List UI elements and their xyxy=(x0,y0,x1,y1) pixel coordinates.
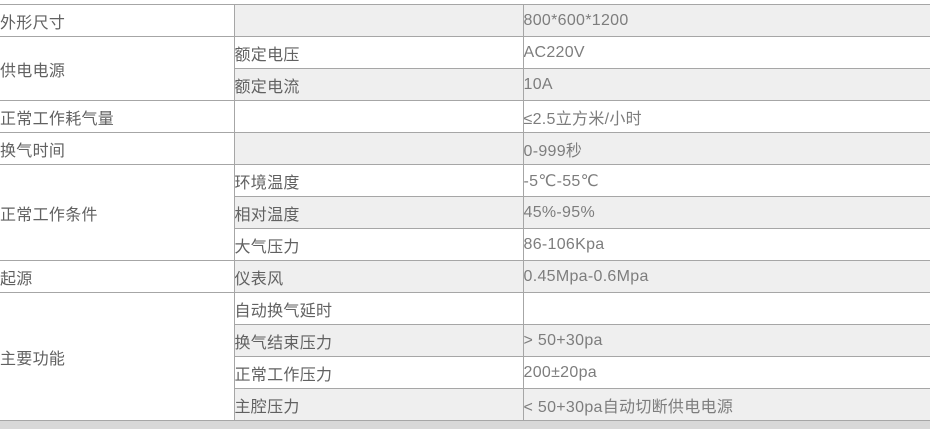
table-row: 额定电流 10A xyxy=(0,68,930,101)
table-row: 起源 仪表风 0.45Mpa-0.6Mpa xyxy=(0,260,930,293)
category-cell: 起源 xyxy=(0,260,234,293)
sub-label-cell: 换气结束压力 xyxy=(233,324,523,357)
sub-label-cell xyxy=(233,100,523,133)
sub-label-cell: 大气压力 xyxy=(233,228,523,261)
sub-label-cell: 环境温度 xyxy=(233,164,523,197)
sub-label-cell: 自动换气延时 xyxy=(233,292,523,325)
category-cell: 供电电源 xyxy=(0,36,234,101)
value-cell: < 50+30pa自动切断供电电源 xyxy=(522,388,930,421)
sub-label-cell: 仪表风 xyxy=(233,260,523,293)
table-row: 正常工作压力 200±20pa xyxy=(0,356,930,389)
sub-label-cell: 额定电流 xyxy=(233,68,523,101)
value-cell: 0.45Mpa-0.6Mpa xyxy=(522,260,930,293)
category-cell: 换气时间 xyxy=(0,132,234,165)
sub-label-cell: 主腔压力 xyxy=(233,388,523,421)
bottom-bar xyxy=(0,421,930,429)
value-cell: ≤2.5立方米/小时 xyxy=(522,100,930,133)
table-row: 主腔压力 < 50+30pa自动切断供电电源 xyxy=(0,388,930,421)
value-cell: AC220V xyxy=(522,36,930,69)
sub-label-cell xyxy=(233,132,523,165)
table-row: 主要功能 自动换气延时 xyxy=(0,292,930,421)
value-cell: 86-106Kpa xyxy=(522,228,930,261)
sub-label-cell: 额定电压 xyxy=(233,36,523,69)
sub-label-cell: 正常工作压力 xyxy=(233,356,523,389)
value-cell: 200±20pa xyxy=(522,356,930,389)
table-row: 相对温度 45%-95% xyxy=(0,196,930,229)
table-row: 正常工作条件 环境温度 -5℃-55℃ xyxy=(0,164,930,261)
value-cell: 10A xyxy=(522,68,930,101)
value-cell xyxy=(522,292,930,325)
category-cell: 主要功能 xyxy=(0,292,234,421)
table-row: 大气压力 86-106Kpa xyxy=(0,228,930,261)
category-cell: 外形尺寸 xyxy=(0,4,234,37)
value-cell: 45%-95% xyxy=(522,196,930,229)
table-row: 外形尺寸 800*600*1200 xyxy=(0,4,930,37)
category-cell: 正常工作条件 xyxy=(0,164,234,261)
table-row: 换气结束压力 > 50+30pa xyxy=(0,324,930,357)
value-cell: 0-999秒 xyxy=(522,132,930,165)
table-row: 供电电源 额定电压 AC220V xyxy=(0,36,930,101)
value-cell: > 50+30pa xyxy=(522,324,930,357)
spec-table: 外形尺寸 800*600*1200 供电电源 额定电压 AC220V 额定电流 … xyxy=(0,4,930,421)
table-row: 正常工作耗气量 ≤2.5立方米/小时 xyxy=(0,100,930,133)
sub-label-cell: 相对温度 xyxy=(233,196,523,229)
table-row: 换气时间 0-999秒 xyxy=(0,132,930,165)
category-cell: 正常工作耗气量 xyxy=(0,100,234,133)
sub-label-cell xyxy=(233,4,523,37)
value-cell: -5℃-55℃ xyxy=(522,164,930,197)
value-cell: 800*600*1200 xyxy=(522,4,930,37)
